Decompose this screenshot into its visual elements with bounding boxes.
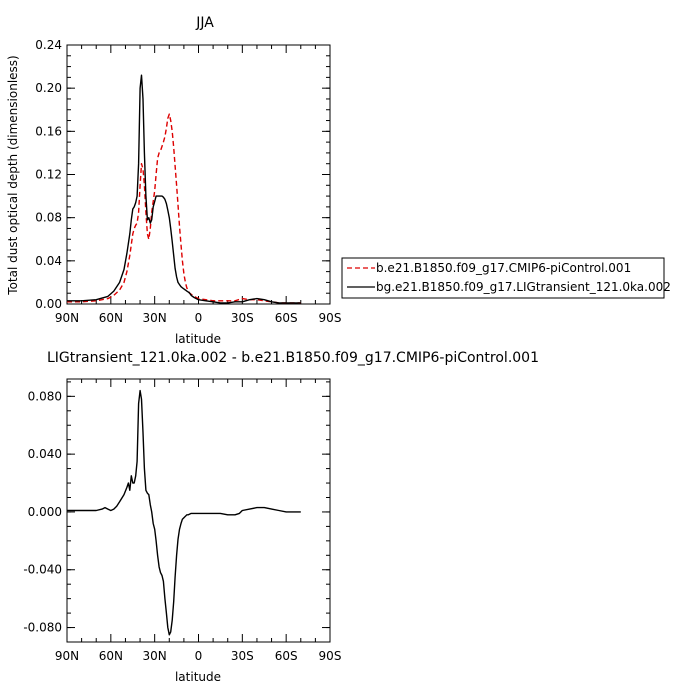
bottom-xtick-label: 30N bbox=[143, 649, 167, 663]
top-ytick-label: 0.12 bbox=[35, 168, 62, 182]
legend-label-picontrol: b.e21.B1850.f09_g17.CMIP6-piControl.001 bbox=[376, 261, 631, 275]
bottom-xtick-label: 60N bbox=[99, 649, 123, 663]
top-axis-ticks: 90N 60N 30N 0 30S 60S 90S 0.00 0.04 0.08 0.12 0.16 0… bbox=[35, 38, 341, 325]
bottom-ytick-label: -0.080 bbox=[23, 621, 62, 635]
top-xtick-label: 30N bbox=[143, 311, 167, 325]
top-ytick-label: 0.16 bbox=[35, 124, 62, 138]
top-xtick-label: 90N bbox=[55, 311, 79, 325]
top-chart-title: JJA bbox=[195, 15, 214, 31]
top-series-lines bbox=[67, 74, 301, 304]
bottom-panel: LIGtransient_121.0ka.002 - b.e21.B1850.f… bbox=[23, 350, 539, 684]
bottom-xaxis-label: latitude bbox=[175, 670, 221, 684]
bottom-plot-frame bbox=[66, 378, 331, 643]
bottom-axis-ticks: 90N 60N 30N 0 30S 60S 90S -0.080 -0.040 0.000 0.04… bbox=[23, 379, 341, 663]
top-xaxis-label: latitude bbox=[175, 332, 221, 346]
top-xtick-label: 60N bbox=[99, 311, 123, 325]
bottom-xtick-label: 60S bbox=[275, 649, 298, 663]
bottom-xtick-label: 90N bbox=[55, 649, 79, 663]
top-xtick-label: 30S bbox=[231, 311, 254, 325]
legend-label-ligtransient: bg.e21.B1850.f09_g17.LIGtransient_121.0k… bbox=[376, 280, 671, 294]
top-yaxis-label: Total dust optical depth (dimensionless) bbox=[6, 55, 20, 295]
bottom-ytick-label: 0.040 bbox=[28, 447, 62, 461]
bottom-xtick-label: 90S bbox=[319, 649, 342, 663]
top-ytick-label: 0.20 bbox=[35, 81, 62, 95]
bottom-ytick-label: -0.040 bbox=[23, 563, 62, 577]
top-xtick-label: 0 bbox=[195, 311, 203, 325]
bottom-series-line-0 bbox=[67, 389, 301, 636]
top-panel: JJA 90N 60N 30N 0 30S 60S 90S 0.00 0.04 0.08 0.12 0… bbox=[6, 15, 671, 346]
legend: b.e21.B1850.f09_g17.CMIP6-piControl.001 … bbox=[341, 257, 671, 299]
bottom-xtick-label: 30S bbox=[231, 649, 254, 663]
legend-box bbox=[341, 257, 665, 299]
top-ytick-label: 0.04 bbox=[35, 254, 62, 268]
top-ytick-label: 0.24 bbox=[35, 38, 62, 52]
bottom-ytick-label: 0.000 bbox=[28, 505, 62, 519]
top-xtick-label: 90S bbox=[319, 311, 342, 325]
bottom-ytick-label: 0.080 bbox=[28, 389, 62, 403]
top-plot-frame bbox=[66, 44, 331, 305]
top-xtick-label: 60S bbox=[275, 311, 298, 325]
bottom-xtick-label: 0 bbox=[195, 649, 203, 663]
top-series-line-0 bbox=[67, 113, 301, 304]
top-ytick-label: 0.00 bbox=[35, 297, 62, 311]
top-series-line-1 bbox=[67, 74, 301, 304]
bottom-chart-title: LIGtransient_121.0ka.002 - b.e21.B1850.f… bbox=[47, 350, 539, 366]
top-ytick-label: 0.08 bbox=[35, 211, 62, 225]
bottom-series-lines bbox=[67, 389, 301, 636]
